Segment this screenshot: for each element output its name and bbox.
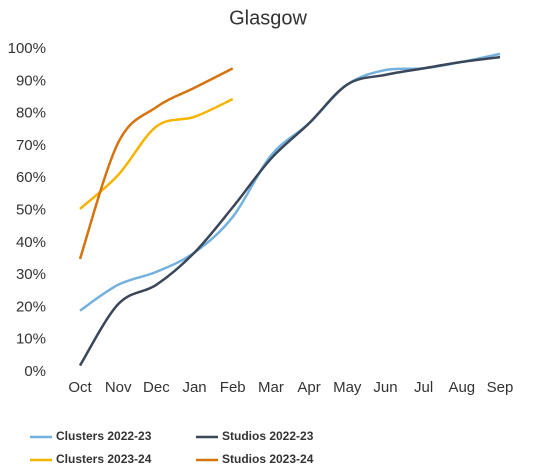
x-tick-label: Sep xyxy=(487,379,514,396)
y-tick-label: 70% xyxy=(16,137,46,154)
line-series xyxy=(78,67,234,260)
y-tick-label: 100% xyxy=(8,40,46,57)
y-tick-label: 80% xyxy=(16,105,46,122)
y-tick-label: 40% xyxy=(16,234,46,251)
legend-label: Clusters 2022-23 xyxy=(56,429,152,443)
chart-title: Glasgow xyxy=(229,7,307,29)
x-tick-label: May xyxy=(333,379,362,396)
x-tick-label: Mar xyxy=(258,379,284,396)
y-tick-label: 10% xyxy=(16,331,46,348)
y-tick-label: 20% xyxy=(16,298,46,315)
legend-label: Studios 2022-23 xyxy=(222,429,314,443)
x-tick-label: Jul xyxy=(414,379,433,396)
x-tick-label: Jun xyxy=(373,379,397,396)
line-series xyxy=(78,55,501,367)
y-tick-label: 50% xyxy=(16,201,46,218)
x-tick-label: Dec xyxy=(143,379,170,396)
legend-label: Studios 2023-24 xyxy=(222,452,314,466)
y-tick-label: 0% xyxy=(24,363,46,380)
y-tick-label: 90% xyxy=(16,72,46,89)
x-tick-label: Apr xyxy=(297,379,320,396)
y-tick-label: 60% xyxy=(16,169,46,186)
x-tick-label: Nov xyxy=(105,379,132,396)
line-series xyxy=(79,97,234,210)
x-tick-label: Oct xyxy=(68,379,92,396)
legend-label: Clusters 2023-24 xyxy=(56,452,152,466)
x-tick-label: Feb xyxy=(220,379,246,396)
x-tick-label: Jan xyxy=(182,379,206,396)
line-series xyxy=(79,52,501,312)
y-tick-label: 30% xyxy=(16,266,46,283)
x-tick-label: Aug xyxy=(448,379,475,396)
